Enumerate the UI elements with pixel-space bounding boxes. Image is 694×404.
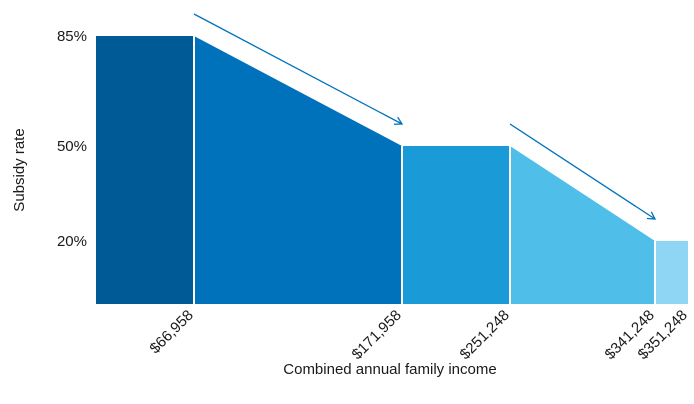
y-tick-label: 50% — [57, 138, 87, 155]
x-tick-label: $66,958 — [146, 307, 196, 357]
trend-arrow-2 — [509, 123, 657, 220]
area-segment-2 — [194, 36, 402, 304]
area-segment-5 — [655, 241, 688, 304]
area-segment-3 — [402, 146, 510, 304]
area-segment-1 — [96, 36, 194, 304]
y-tick-labels: 85% 50% 20% — [57, 28, 87, 250]
segment-dividers — [193, 36, 656, 304]
x-tick-label: $251,248 — [457, 307, 513, 363]
area-segments — [96, 36, 688, 304]
area-segment-4 — [510, 146, 655, 304]
x-axis-label: Combined annual family income — [283, 361, 496, 378]
trend-arrows — [193, 13, 657, 220]
x-tick-label: $171,958 — [349, 307, 405, 363]
x-tick-labels: $66,958 $171,958 $251,248 $341,248$351,248 — [146, 307, 690, 363]
y-axis-label: Subsidy rate — [11, 128, 28, 211]
trend-arrow-1 — [193, 13, 404, 125]
y-tick-label: 20% — [57, 233, 87, 250]
y-tick-label: 85% — [57, 28, 87, 45]
